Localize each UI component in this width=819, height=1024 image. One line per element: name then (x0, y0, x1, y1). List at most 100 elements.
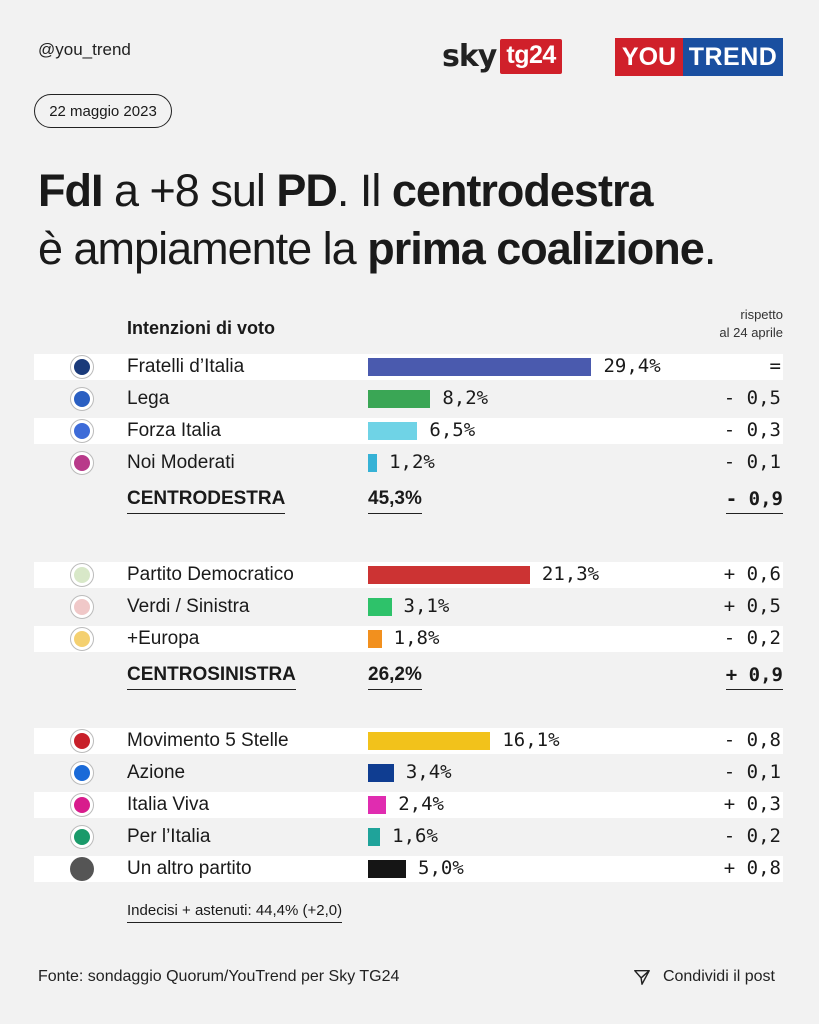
data-label: 1,8% (393, 627, 440, 649)
party-name: Partito Democratico (127, 564, 294, 585)
data-label: 2,4% (398, 793, 444, 815)
delta-value: - 0,3 (723, 419, 781, 441)
youtrend-logo-trend: TREND (683, 38, 783, 76)
tg24-logo-text: tg24 (500, 38, 562, 74)
bar (368, 390, 431, 408)
share-button[interactable]: Condividi il post (633, 968, 775, 986)
data-label: 1,2% (389, 451, 435, 473)
data-label: 16,1% (502, 729, 560, 751)
delta-value: = (769, 355, 781, 377)
party-name: +Europa (127, 628, 200, 649)
bar (368, 422, 418, 440)
party-row: +Europa 1,8% - 0,2 (34, 626, 783, 652)
bar (368, 598, 392, 616)
bar (368, 796, 387, 814)
party-row: Un altro partito 5,0% + 0,8 (34, 856, 783, 882)
party-row: Movimento 5 Stelle 16,1% - 0,8 (34, 728, 783, 754)
bar (368, 454, 378, 472)
delta-value: - 0,2 (723, 825, 781, 847)
sky-tg24-logo: sky tg24 (442, 36, 562, 76)
coalition-total: 26,2% (368, 664, 422, 690)
bar (368, 358, 592, 376)
party-row: Noi Moderati 1,2% - 0,1 (34, 450, 783, 476)
delta-value: + 0,5 (723, 595, 781, 617)
headline-part: PD (276, 165, 338, 216)
bar (368, 630, 382, 648)
coalition-delta: - 0,9 (725, 488, 783, 514)
delta-value: + 0,3 (723, 793, 781, 815)
delta-header-line: rispetto (740, 307, 783, 322)
party-name: Italia Viva (127, 794, 210, 815)
source-text: Fonte: sondaggio Quorum/YouTrend per Sky… (38, 968, 400, 985)
headline-part: . (703, 223, 716, 274)
bar (368, 732, 491, 750)
party-logo-icon (70, 595, 94, 619)
party-logo-icon (70, 825, 94, 849)
party-row: Verdi / Sinistra 3,1% + 0,5 (34, 594, 783, 620)
delta-value: - 0,2 (723, 627, 781, 649)
coalition-name: CENTROSINISTRA (127, 664, 296, 690)
bar (368, 860, 406, 878)
delta-value: + 0,8 (723, 857, 781, 879)
party-name: Forza Italia (127, 420, 221, 441)
headline-part: . Il (336, 165, 392, 216)
party-row: Fratelli d’Italia 29,4% = (34, 354, 783, 380)
coalition-delta: + 0,9 (725, 664, 783, 690)
generic-party-icon (70, 857, 94, 881)
share-icon (634, 969, 650, 985)
data-label: 3,1% (403, 595, 450, 617)
data-label: 6,5% (429, 419, 476, 441)
party-logo-icon (70, 563, 94, 587)
party-name: Lega (127, 388, 170, 409)
party-logo-icon (70, 627, 94, 651)
headline-part: prima coalizione (367, 223, 705, 274)
bar (368, 764, 394, 782)
bar (368, 566, 530, 584)
party-logo-icon (70, 793, 94, 817)
party-row: Lega 8,2% - 0,5 (34, 386, 783, 412)
party-row: Forza Italia 6,5% - 0,3 (34, 418, 783, 444)
headline-part: è ampiamente la (38, 223, 368, 274)
data-label: 21,3% (541, 563, 600, 585)
bar (368, 828, 381, 846)
party-row: Azione 3,4% - 0,1 (34, 760, 783, 786)
data-label: 5,0% (418, 857, 464, 879)
youtrend-logo: YOU TREND (615, 38, 783, 76)
share-label: Condividi il post (662, 968, 775, 985)
coalition-name: CENTRODESTRA (127, 488, 286, 514)
delta-column-header: rispetto al 24 aprile (719, 306, 783, 342)
party-name: Fratelli d’Italia (127, 356, 245, 377)
delta-value: - 0,5 (723, 387, 781, 409)
party-logo-icon (70, 761, 94, 785)
party-row: Per l’Italia 1,6% - 0,2 (34, 824, 783, 850)
headline: FdI a +8 sul PD. Il centrodestra è ampia… (38, 162, 798, 278)
party-row: Italia Viva 2,4% + 0,3 (34, 792, 783, 818)
delta-header-line: al 24 aprile (719, 325, 783, 340)
headline-part: FdI (38, 165, 103, 216)
party-name: Verdi / Sinistra (127, 596, 250, 617)
party-logo-icon (70, 355, 94, 379)
party-logo-icon (70, 419, 94, 443)
party-logo-icon (70, 451, 94, 475)
column-header: Intenzioni di voto (127, 318, 275, 338)
delta-value: - 0,1 (723, 761, 781, 783)
delta-value: + 0,6 (723, 563, 781, 585)
data-label: 29,4% (603, 355, 661, 377)
sky-logo-text: sky (442, 38, 497, 74)
date-badge: 22 maggio 2023 (34, 94, 172, 128)
party-name: Noi Moderati (127, 452, 235, 473)
coalition-total: 45,3% (368, 488, 422, 514)
party-logo-icon (70, 729, 94, 753)
data-label: 8,2% (442, 387, 489, 409)
undecided-note: Indecisi + astenuti: 44,4% (+2,0) (127, 902, 343, 923)
party-logo-icon (70, 387, 94, 411)
party-name: Per l’Italia (127, 826, 211, 847)
handle: @you_trend (38, 40, 131, 59)
headline-part: centrodestra (391, 165, 654, 216)
party-name: Movimento 5 Stelle (127, 730, 289, 751)
data-label: 1,6% (392, 825, 438, 847)
headline-part: a +8 sul (102, 165, 277, 216)
party-name: Un altro partito (127, 858, 252, 879)
party-name: Azione (127, 762, 186, 783)
delta-value: - 0,1 (723, 451, 781, 473)
